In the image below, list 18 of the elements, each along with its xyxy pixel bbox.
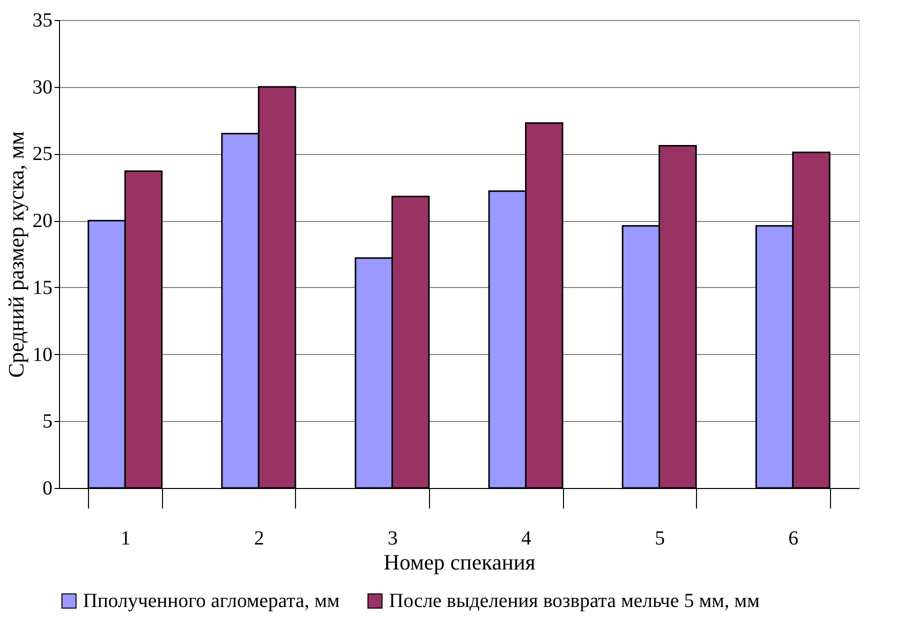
y-axis-title: Средний размер куска, мм — [4, 131, 28, 378]
y-tick-label: 10 — [32, 344, 52, 366]
y-tick-label: 25 — [32, 143, 52, 166]
y-tick-label: 5 — [42, 410, 52, 433]
x-tick-label: 5 — [654, 528, 665, 550]
x-axis-title: Номер спекания — [384, 550, 536, 574]
legend-label: После выделения возврата мельче 5 мм, мм — [389, 590, 760, 612]
x-tick-label: 2 — [254, 528, 264, 550]
y-tick-label: 35 — [32, 10, 52, 32]
x-tick-label: 6 — [788, 528, 798, 550]
y-tick-label: 20 — [32, 210, 52, 232]
y-tick-label: 0 — [42, 478, 52, 500]
y-tick-label: 15 — [32, 276, 52, 299]
y-tick-label: 30 — [32, 76, 52, 98]
x-tick-label: 1 — [120, 528, 131, 550]
x-tick-label: 3 — [388, 528, 398, 550]
x-tick-label: 4 — [521, 528, 532, 550]
legend-label: Пполученного агломерата, мм — [83, 590, 340, 612]
